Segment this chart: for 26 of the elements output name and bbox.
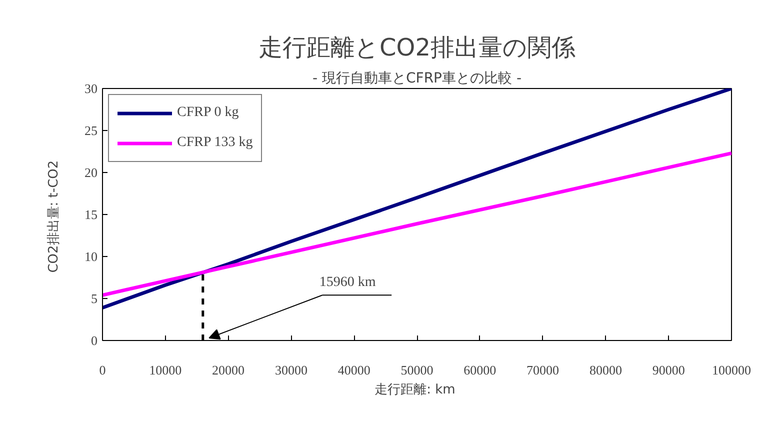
- chart-subtitle: - 現行自動車とCFRP車との比較 -: [312, 70, 522, 86]
- x-tick-label: 50000: [400, 362, 434, 378]
- x-tick-label: 80000: [589, 362, 622, 378]
- x-tick-label: 20000: [212, 362, 245, 378]
- y-tick-label: 5: [91, 291, 98, 306]
- chart-title: 走行距離とCO2排出量の関係: [258, 34, 576, 62]
- annotation: 15960 km: [319, 275, 376, 290]
- y-tick-label: 20: [84, 165, 98, 180]
- y-tick-label: 25: [84, 123, 98, 138]
- y-axis-title: CO2排出量: t-CO2: [46, 160, 62, 273]
- x-tick-label: 70000: [526, 362, 560, 378]
- line-series: [102, 88, 732, 310]
- x-tick-label: 60000: [464, 362, 496, 378]
- y-tick-label: 15: [84, 207, 98, 222]
- y-tick-label: 30: [84, 81, 98, 96]
- x-tick-label: 90000: [652, 362, 685, 378]
- x-tick-label: 30000: [274, 362, 308, 378]
- x-tick-label: 10000: [149, 362, 182, 378]
- x-axis-title: 走行距離: km: [374, 382, 456, 398]
- x-tick-label: 100000: [712, 362, 751, 378]
- y-tick-label: 10: [84, 249, 98, 264]
- legend-label: CFRP 0 kg: [177, 105, 239, 121]
- legend-label: CFRP 133 kg: [177, 135, 253, 151]
- line-series: [102, 151, 732, 297]
- y-tick-label: 0: [91, 333, 98, 348]
- x-tick-label: 40000: [338, 362, 370, 378]
